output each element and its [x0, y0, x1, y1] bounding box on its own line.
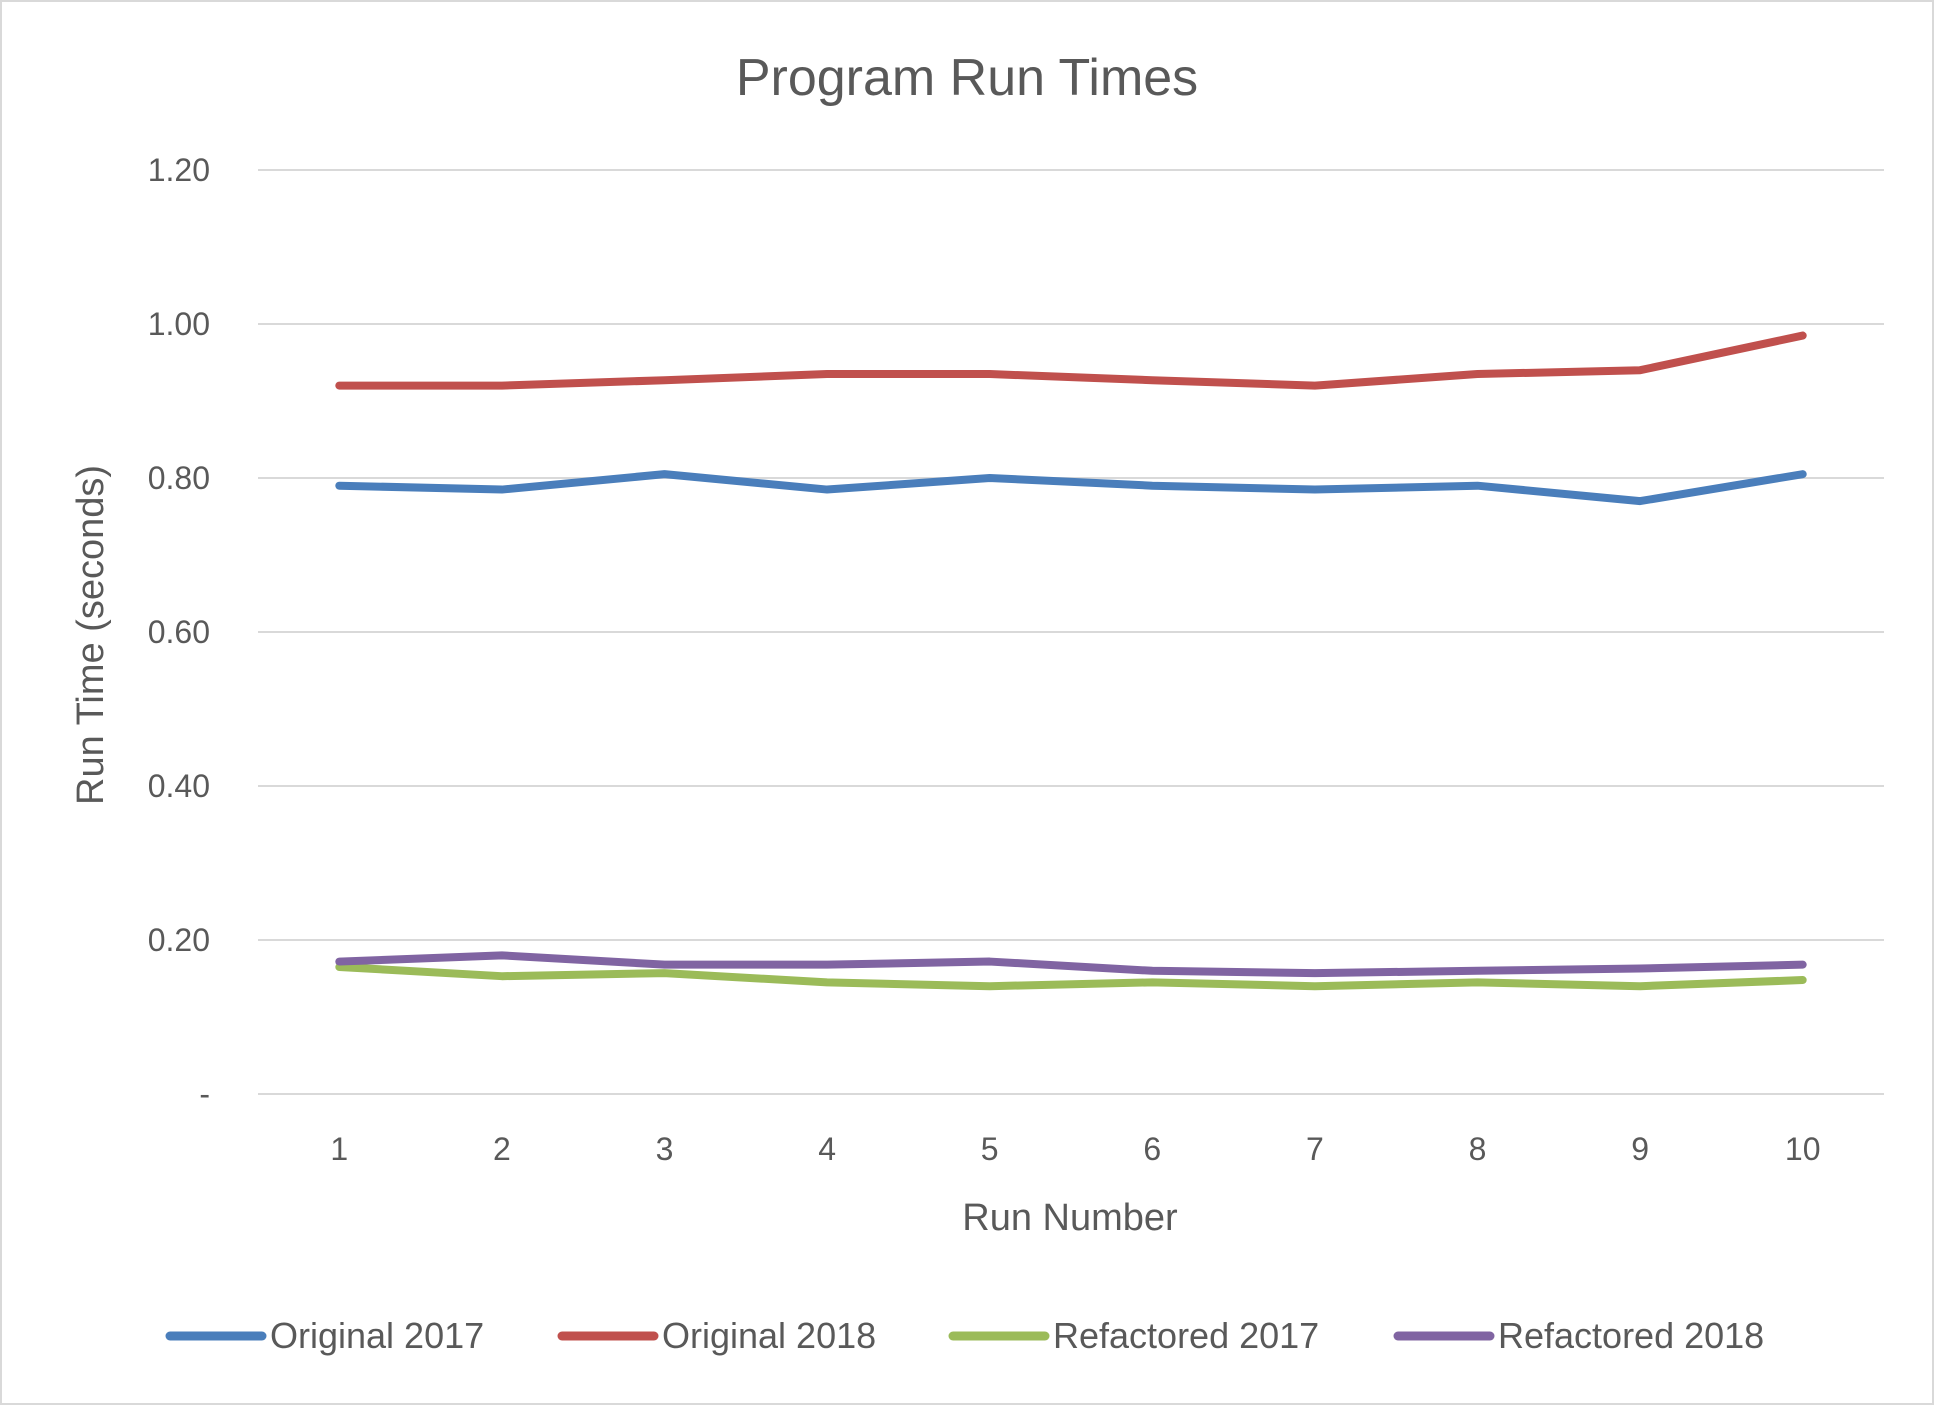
- y-tick-label: 0.80: [148, 460, 210, 496]
- data-point: [1150, 968, 1155, 973]
- series-line-refactored-2018: [335, 951, 1807, 978]
- x-tick-label: 7: [1306, 1131, 1324, 1167]
- data-point: [337, 483, 342, 488]
- x-tick-label: 4: [818, 1131, 836, 1167]
- data-point: [825, 487, 830, 492]
- data-point: [1312, 487, 1317, 492]
- data-point: [1312, 971, 1317, 976]
- x-tick-label: 9: [1631, 1131, 1649, 1167]
- data-point: [337, 964, 342, 969]
- x-tick-label: 3: [656, 1131, 674, 1167]
- data-point: [1150, 483, 1155, 488]
- x-tick-label: 2: [493, 1131, 511, 1167]
- data-point: [1638, 499, 1643, 504]
- series-line-refactored-2017: [335, 962, 1807, 991]
- x-axis-label: Run Number: [962, 1197, 1178, 1239]
- data-point: [1800, 333, 1805, 338]
- legend-label: Original 2017: [270, 1315, 484, 1356]
- data-point: [499, 953, 504, 958]
- y-tick-label: 0.20: [148, 922, 210, 958]
- x-tick-label: 5: [981, 1131, 999, 1167]
- data-point: [1638, 984, 1643, 989]
- data-point: [825, 980, 830, 985]
- data-point: [1638, 368, 1643, 373]
- y-tick-label: 1.20: [148, 152, 210, 188]
- x-tick-label: 6: [1143, 1131, 1161, 1167]
- data-point: [987, 984, 992, 989]
- data-point: [662, 962, 667, 967]
- data-point: [1150, 378, 1155, 383]
- y-axis-label: Run Time (seconds): [70, 465, 112, 805]
- y-axis-ticks: - 0.20 0.40 0.60 0.80 1.00 1.20: [148, 152, 210, 1112]
- x-axis-ticks: 1 2 3 4 5 6 7 8 9 10: [330, 1131, 1820, 1167]
- y-tick-label: 1.00: [148, 306, 210, 342]
- chart-title: Program Run Times: [736, 49, 1198, 107]
- data-point: [1800, 472, 1805, 477]
- x-tick-label: 8: [1469, 1131, 1487, 1167]
- data-point: [1800, 978, 1805, 983]
- legend: Original 2017 Original 2018 Refactored 201…: [165, 1315, 1764, 1356]
- data-point: [1475, 372, 1480, 377]
- data-point: [987, 959, 992, 964]
- data-point: [662, 971, 667, 976]
- data-point: [499, 974, 504, 979]
- x-tick-label: 1: [330, 1131, 348, 1167]
- data-point: [825, 962, 830, 967]
- data-point: [1312, 984, 1317, 989]
- data-point: [1475, 968, 1480, 973]
- data-point: [662, 378, 667, 383]
- y-tick-label: 0.60: [148, 614, 210, 650]
- y-tick-label: -: [199, 1076, 210, 1112]
- data-point: [987, 372, 992, 377]
- data-point: [337, 383, 342, 388]
- legend-label: Refactored 2017: [1053, 1315, 1319, 1356]
- data-point: [987, 476, 992, 480]
- data-point: [1800, 962, 1805, 967]
- series-lines: [335, 331, 1807, 991]
- data-point: [825, 372, 830, 377]
- data-point: [662, 472, 667, 477]
- data-point: [1475, 483, 1480, 488]
- x-tick-label: 10: [1785, 1131, 1821, 1167]
- data-point: [1638, 966, 1643, 971]
- data-point: [1312, 383, 1317, 388]
- data-point: [1150, 980, 1155, 985]
- data-point: [1475, 980, 1480, 985]
- series-line-original-2017: [335, 470, 1807, 506]
- data-point: [499, 383, 504, 388]
- data-point: [499, 487, 504, 492]
- data-point: [337, 959, 342, 964]
- y-tick-label: 0.40: [148, 768, 210, 804]
- series-line-original-2018: [335, 331, 1807, 390]
- legend-label: Refactored 2018: [1498, 1315, 1764, 1356]
- legend-label: Original 2018: [662, 1315, 876, 1356]
